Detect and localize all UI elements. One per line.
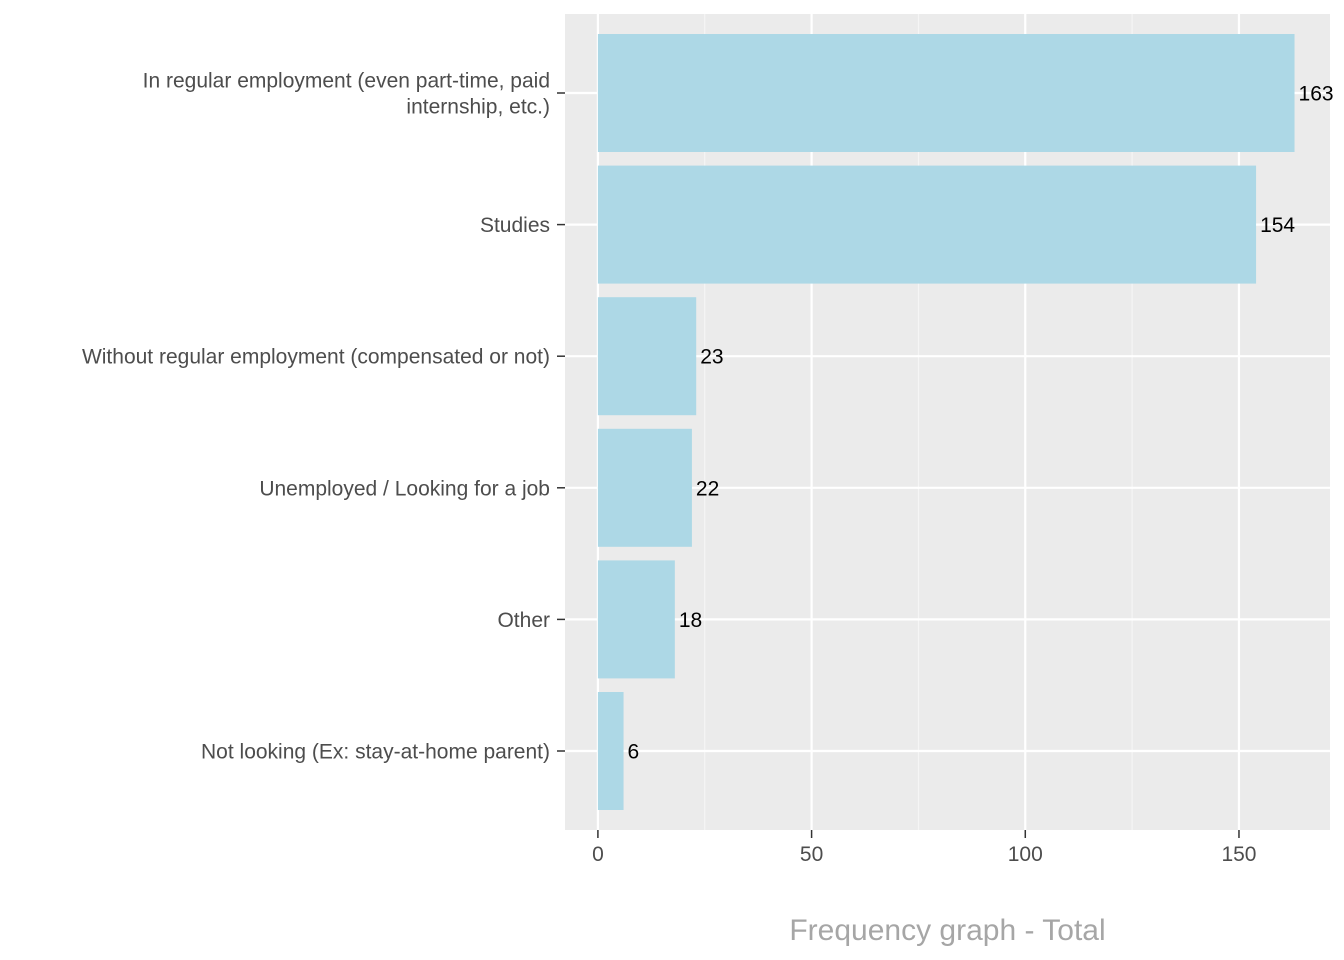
data-label: 18 (679, 609, 702, 632)
y-tick-label: Without regular employment (compensated … (82, 346, 550, 369)
y-tick-label-line: Other (497, 609, 550, 632)
bar (597, 34, 1295, 152)
data-label: 163 (1299, 83, 1334, 106)
y-tick-label-line: internship, etc.) (406, 96, 550, 119)
bar (597, 560, 675, 679)
y-tick-label-line: Not looking (Ex: stay-at-home parent) (201, 741, 550, 764)
data-label: 22 (696, 477, 719, 500)
y-tick-label: Studies (480, 214, 550, 237)
bar (597, 297, 697, 416)
bar (597, 692, 624, 810)
x-tick-label: 50 (800, 843, 823, 866)
data-label: 154 (1260, 214, 1295, 237)
y-tick-label: In regular employment (even part-time, p… (143, 70, 550, 119)
data-label: 6 (628, 741, 640, 764)
y-tick-label: Not looking (Ex: stay-at-home parent) (201, 741, 550, 764)
data-label: 23 (700, 346, 723, 369)
y-axis: In regular employment (even part-time, p… (82, 70, 565, 764)
x-axis-title: Frequency graph - Total (789, 914, 1105, 947)
x-axis: 0 50 100 150 (592, 830, 1256, 866)
bar (597, 165, 1257, 284)
y-tick-label-line: Studies (480, 214, 550, 237)
y-tick-label-line: In regular employment (even part-time, p… (143, 70, 550, 93)
y-tick-label: Other (497, 609, 550, 632)
x-tick-label: 150 (1221, 843, 1256, 866)
bars (597, 34, 1295, 810)
data-labels: 163 154 23 22 18 6 (628, 83, 1334, 764)
y-tick-label-line: Unemployed / Looking for a job (259, 477, 550, 500)
y-tick-label: Unemployed / Looking for a job (259, 477, 550, 500)
x-tick-label: 0 (592, 843, 604, 866)
y-tick-label-line: Without regular employment (compensated … (82, 346, 550, 369)
x-tick-label: 100 (1008, 843, 1043, 866)
bar (597, 428, 692, 547)
